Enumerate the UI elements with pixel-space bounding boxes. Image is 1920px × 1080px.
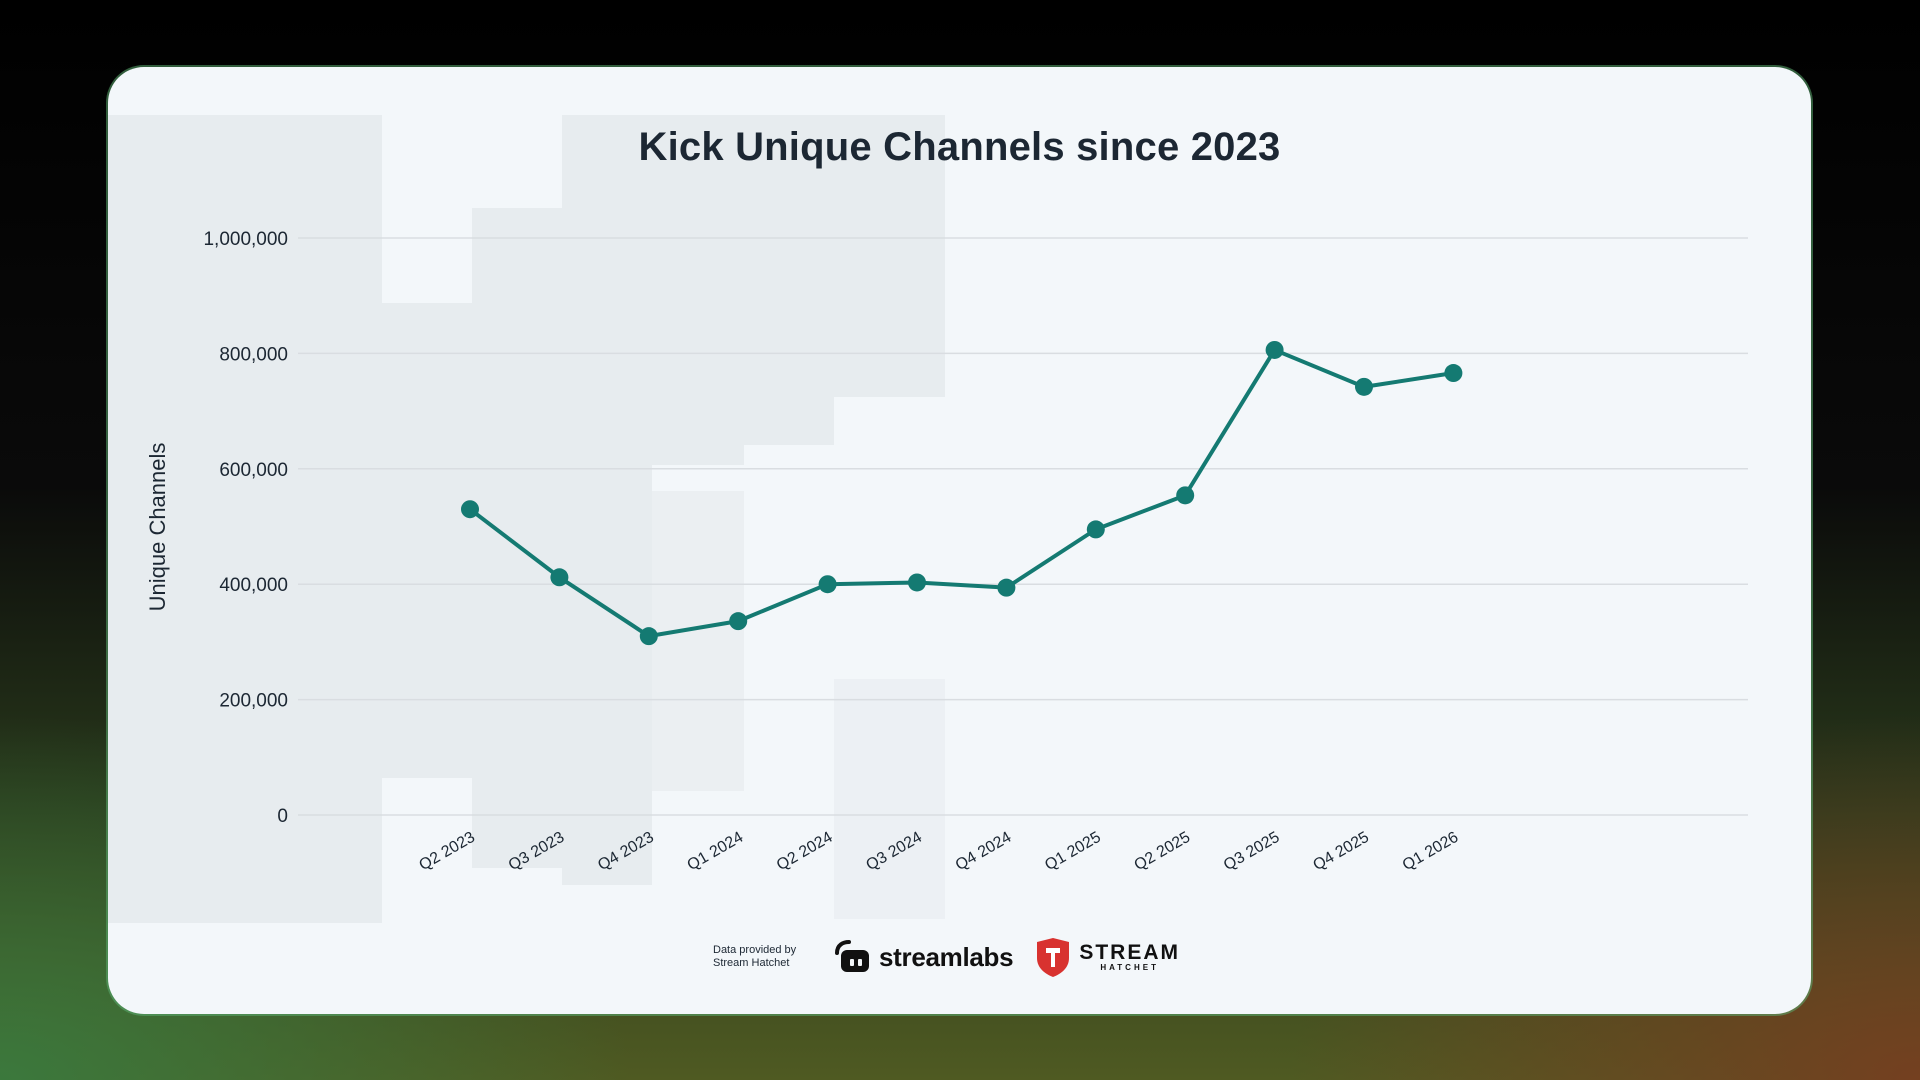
stream-hatchet-wordmark: STREAM HATCHET bbox=[1079, 940, 1180, 972]
x-tick-label: Q4 2024 bbox=[953, 829, 1015, 874]
streamlabs-logo: streamlabs bbox=[833, 939, 1014, 975]
data-point bbox=[639, 627, 658, 646]
data-point bbox=[550, 568, 569, 587]
data-point bbox=[818, 575, 837, 594]
decor-block bbox=[472, 208, 562, 868]
y-tick-label: 200,000 bbox=[219, 691, 288, 712]
data-point bbox=[1265, 340, 1284, 359]
x-tick-label: Q1 2025 bbox=[1042, 829, 1104, 874]
x-tick-label: Q1 2026 bbox=[1400, 829, 1462, 874]
x-tick-label: Q1 2024 bbox=[685, 829, 747, 874]
y-tick-label: 0 bbox=[277, 806, 288, 827]
decor-block bbox=[834, 115, 945, 397]
decor-block bbox=[744, 115, 834, 445]
y-tick-label: 800,000 bbox=[219, 344, 288, 365]
data-point bbox=[461, 500, 479, 519]
streamlabs-wordmark: streamlabs bbox=[879, 941, 1014, 972]
x-tick-label: Q2 2025 bbox=[1132, 829, 1194, 874]
data-provided-text: Data provided by Stream Hatchet bbox=[713, 944, 813, 970]
data-point bbox=[997, 578, 1016, 597]
decor-block bbox=[834, 679, 945, 919]
chart-title: Kick Unique Channels since 2023 bbox=[638, 125, 1281, 169]
chart-card: Kick Unique Channels since 2023 0 200,000… bbox=[108, 67, 1811, 1014]
y-tick-label: 400,000 bbox=[219, 575, 288, 596]
decor-block bbox=[382, 303, 472, 778]
stream-hatchet-icon bbox=[1037, 938, 1070, 977]
decor-block bbox=[652, 115, 744, 465]
y-axis-label: Unique Channels bbox=[145, 443, 170, 612]
x-tick-label: Q2 2023 bbox=[416, 829, 478, 874]
decor-block bbox=[652, 491, 744, 791]
x-tick-label: Q2 2024 bbox=[774, 829, 836, 874]
data-point bbox=[1086, 520, 1105, 539]
data-point bbox=[729, 612, 748, 631]
decor-block bbox=[562, 115, 652, 885]
y-tick-label: 1,000,000 bbox=[203, 229, 288, 250]
stream-hatchet-word-1: STREAM bbox=[1079, 940, 1180, 964]
decor-block bbox=[108, 115, 382, 923]
stream-hatchet-word-2: HATCHET bbox=[1100, 962, 1159, 972]
x-tick-label: Q3 2024 bbox=[863, 829, 925, 874]
provided-line-2: Stream Hatchet bbox=[713, 957, 790, 969]
x-tick-label: Q4 2023 bbox=[595, 829, 657, 874]
y-tick-label: 600,000 bbox=[219, 460, 288, 481]
streamlabs-icon bbox=[835, 940, 869, 972]
line-chart: 0 200,000 400,000 600,000 800,000 1,000,000 Un… bbox=[145, 229, 1748, 874]
footer-logos: Data provided by Stream Hatchet streamla… bbox=[713, 935, 1180, 979]
data-point bbox=[1355, 377, 1373, 396]
data-point bbox=[1176, 486, 1195, 505]
provided-line-1: Data provided by bbox=[713, 944, 797, 956]
x-tick-label: Q3 2025 bbox=[1221, 829, 1283, 874]
stream-hatchet-logo: STREAM HATCHET bbox=[1033, 936, 1180, 978]
data-point bbox=[908, 573, 926, 592]
x-tick-label: Q3 2023 bbox=[506, 829, 568, 874]
x-tick-label: Q4 2025 bbox=[1310, 829, 1372, 874]
data-point bbox=[1444, 364, 1463, 383]
series-line bbox=[468, 347, 1454, 639]
